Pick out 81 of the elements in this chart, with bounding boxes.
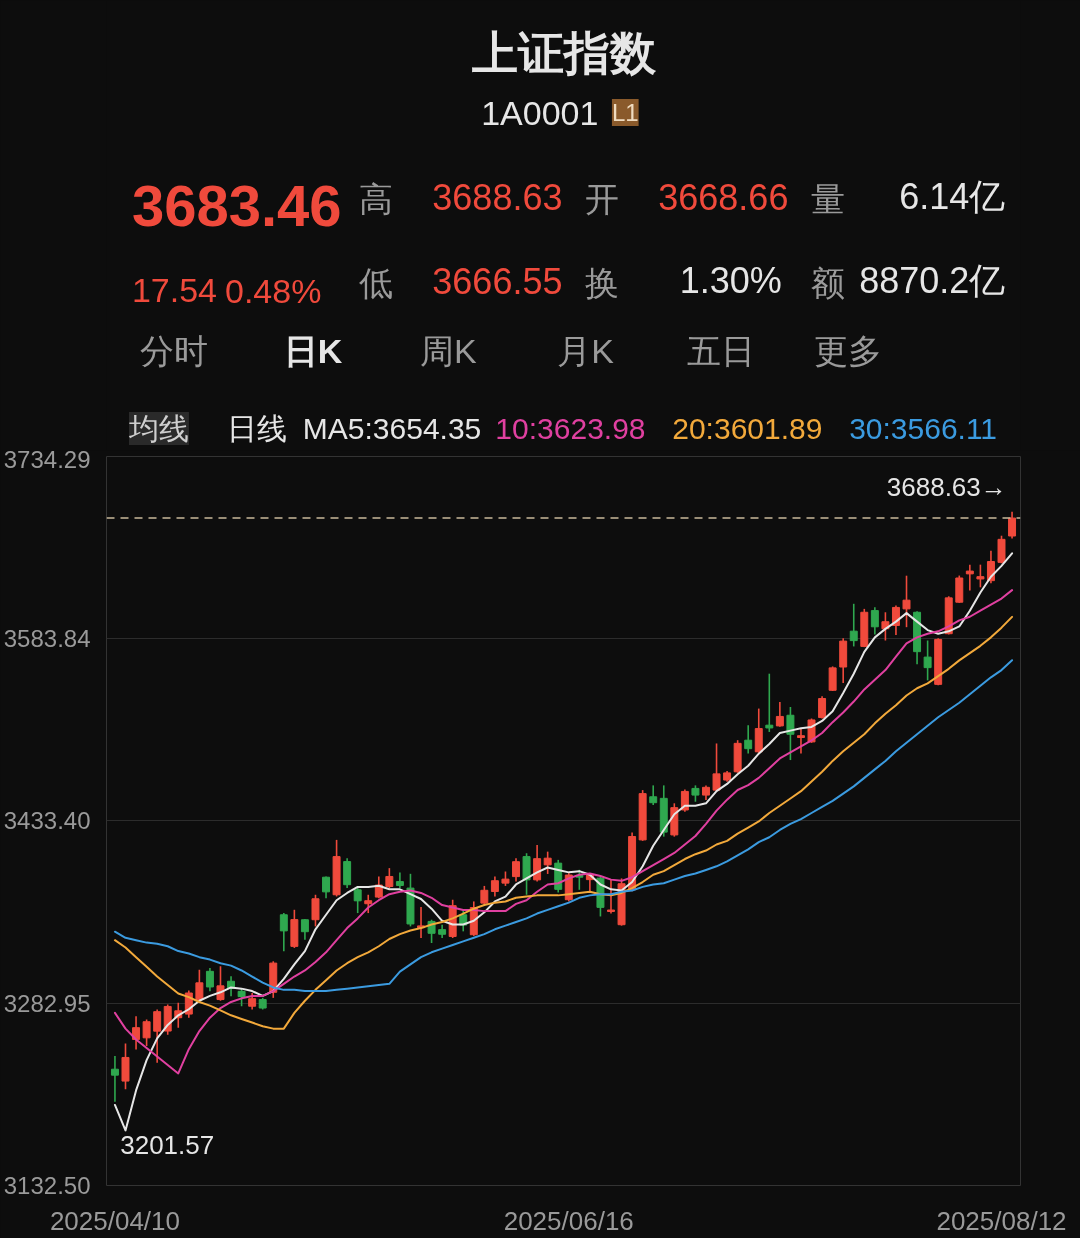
candlestick [353,885,362,914]
candlestick [744,724,753,755]
x-tick-label: 2025/08/12 [936,1205,1067,1236]
text: 10:3623.98 [495,412,646,445]
candlestick [364,893,373,914]
candlestick [132,1015,141,1051]
text: 8870.2亿 [859,260,1006,301]
text: 30:3566.11 [849,412,998,445]
candlestick [818,695,827,720]
text: 3688.63 [432,176,563,218]
text: 月K [557,331,615,370]
text: 更多 [813,331,882,370]
candlestick [343,857,352,889]
text: 日线 [227,412,288,445]
candlestick [775,701,784,728]
candlestick [923,639,932,682]
candlestick [786,706,795,761]
text: 高 [358,179,393,218]
text: 量 [810,179,845,218]
text: 均线 [127,412,189,445]
candlestick [849,602,858,648]
text: 五日 [686,331,755,370]
candlestick [1008,511,1017,540]
annotation: 3201.57 [120,1129,215,1160]
text: 开 [585,179,620,218]
candlestick [121,1042,130,1090]
candlestick [300,918,309,941]
candlestick [153,1008,162,1064]
candlestick [512,857,520,883]
text: 日K [283,331,343,370]
candlestick [205,967,214,993]
candlestick [649,784,658,806]
text: 3668.66 [658,176,789,218]
annotation: 3688.63→ [886,471,1007,502]
text: 周K [420,331,478,370]
candlestick [533,844,542,883]
y-tick-label: 3734.29 [3,445,91,473]
y-tick-label: 3282.95 [3,989,91,1017]
candlestick [543,850,552,875]
text: 6.14亿 [899,176,1006,217]
y-tick-label: 3132.50 [3,1172,91,1199]
text: 17.54 [131,271,217,309]
candlestick [607,879,615,915]
text: 20:3601.89 [672,412,823,445]
chart-title: 上证指数 [471,26,657,79]
candlestick [902,574,911,628]
candlestick [976,563,985,589]
text: L1 [611,99,639,126]
candlestick [828,665,837,692]
candlestick [490,875,499,898]
text: 0.48% [224,271,322,310]
candlestick [997,534,1006,565]
text: 3666.55 [432,260,563,302]
candlestick [870,606,879,636]
candlestick [142,1018,151,1047]
text: MA5:3654.35 [302,412,482,445]
candlestick [279,912,288,953]
y-tick-label: 3433.40 [3,807,91,835]
candlestick [385,867,394,889]
candlestick [965,563,974,592]
candlestick [110,1055,119,1103]
text: 额 [810,263,845,302]
candlestick [765,672,774,733]
candlestick [522,852,531,896]
text: 1.30% [679,260,782,301]
x-tick-label: 2025/04/10 [49,1205,181,1236]
candlestick [796,727,805,755]
text: 换 [585,263,620,302]
candlestick [712,742,721,792]
candlestick [881,611,890,642]
candlestick [311,893,320,928]
candlestick [216,965,225,1002]
text: 3683.46 [131,172,342,238]
line-series [113,552,1014,1132]
chart-subtitle: 1A0001 [481,93,599,132]
candlestick [754,707,763,754]
line-series [113,659,1014,993]
y-tick-label: 3583.84 [3,625,91,653]
x-tick-label: 2025/06/16 [503,1205,634,1236]
text: 低 [358,263,393,302]
text: 分时 [140,331,209,370]
